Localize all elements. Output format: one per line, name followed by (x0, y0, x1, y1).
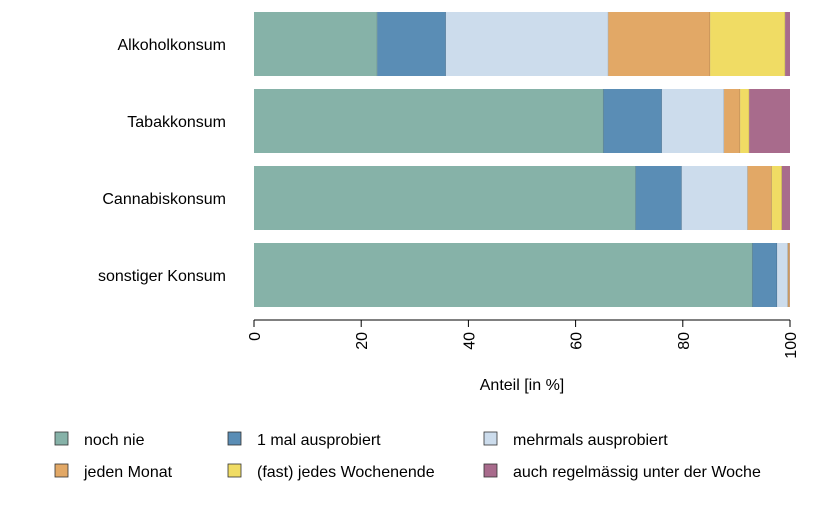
bar-segment (635, 166, 682, 230)
category-label: Cannabiskonsum (102, 191, 226, 208)
bar-segment (377, 12, 446, 76)
category-label: sonstiger Konsum (98, 268, 226, 285)
x-axis-title: Anteil [in %] (480, 377, 564, 394)
bar-segment (681, 166, 748, 230)
bar-segment (771, 166, 782, 230)
bar-segment (254, 166, 636, 230)
bar-segment (781, 166, 790, 230)
x-tick-label: 80 (676, 332, 693, 350)
bar-segment (603, 89, 662, 153)
x-tick-label: 40 (461, 332, 478, 350)
legend-swatch (54, 463, 69, 478)
bar-segment (254, 89, 604, 153)
bar-segment (254, 243, 753, 307)
bar-segment (445, 12, 609, 76)
legend-swatch (483, 463, 498, 478)
bar-segment (787, 243, 789, 307)
category-label: Alkoholkonsum (118, 37, 227, 54)
x-tick-label: 100 (783, 332, 800, 359)
legend-swatch (227, 431, 242, 446)
legend-label: auch regelmässig unter der Woche (513, 464, 761, 481)
bar-segment (752, 243, 778, 307)
bar-segment (608, 12, 711, 76)
legend-label: noch nie (84, 432, 145, 449)
x-tick-label: 0 (247, 332, 264, 341)
legend-swatch (483, 431, 498, 446)
bar-segment (788, 243, 790, 307)
legend-swatch (54, 431, 69, 446)
bar-segment (747, 166, 772, 230)
legend-label: 1 mal ausprobiert (257, 432, 381, 449)
bar-segment (749, 89, 790, 153)
legend-label: jeden Monat (83, 464, 173, 481)
bar-segment (789, 243, 790, 307)
legend-label: (fast) jedes Wochenende (257, 464, 435, 481)
bar-segment (740, 89, 750, 153)
bar-segment (254, 12, 378, 76)
bar-segment (724, 89, 741, 153)
x-tick-label: 20 (354, 332, 371, 350)
category-label: Tabakkonsum (127, 114, 226, 131)
bar-segment (661, 89, 725, 153)
bar-segment (777, 243, 788, 307)
legend-swatch (227, 463, 242, 478)
bar-segment (710, 12, 786, 76)
legend-label: mehrmals ausprobiert (513, 432, 668, 449)
x-tick-label: 60 (569, 332, 586, 350)
bar-segment (785, 12, 790, 76)
